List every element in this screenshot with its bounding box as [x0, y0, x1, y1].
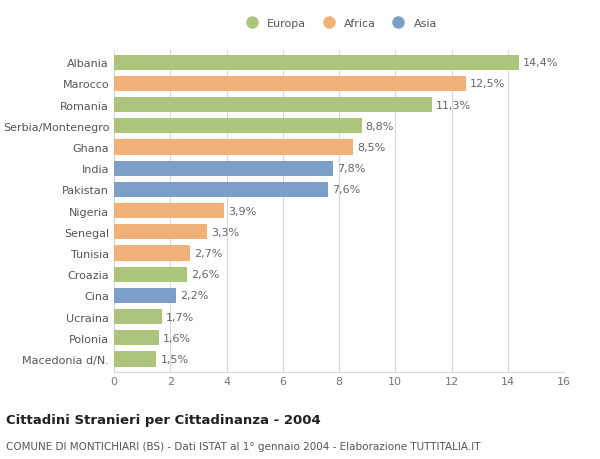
Bar — [114, 140, 353, 155]
Legend: Europa, Africa, Asia: Europa, Africa, Asia — [236, 14, 442, 33]
Bar — [114, 352, 156, 367]
Text: 3,9%: 3,9% — [228, 206, 256, 216]
Bar — [114, 203, 224, 219]
Text: 11,3%: 11,3% — [436, 101, 471, 111]
Bar — [114, 309, 162, 325]
Text: 1,6%: 1,6% — [163, 333, 191, 343]
Bar — [114, 161, 334, 176]
Text: 7,6%: 7,6% — [332, 185, 360, 195]
Text: 1,7%: 1,7% — [166, 312, 194, 322]
Text: 2,2%: 2,2% — [180, 291, 208, 301]
Bar — [114, 224, 207, 240]
Text: 1,5%: 1,5% — [160, 354, 188, 364]
Text: 8,8%: 8,8% — [366, 122, 394, 132]
Bar — [114, 330, 159, 346]
Text: Cittadini Stranieri per Cittadinanza - 2004: Cittadini Stranieri per Cittadinanza - 2… — [6, 413, 321, 426]
Bar — [114, 288, 176, 303]
Bar — [114, 246, 190, 261]
Text: COMUNE DI MONTICHIARI (BS) - Dati ISTAT al 1° gennaio 2004 - Elaborazione TUTTIT: COMUNE DI MONTICHIARI (BS) - Dati ISTAT … — [6, 441, 481, 451]
Bar — [114, 119, 361, 134]
Text: 14,4%: 14,4% — [523, 58, 559, 68]
Text: 3,3%: 3,3% — [211, 227, 239, 237]
Text: 7,8%: 7,8% — [338, 164, 366, 174]
Text: 8,5%: 8,5% — [357, 143, 386, 153]
Text: 2,6%: 2,6% — [191, 269, 220, 280]
Bar — [114, 182, 328, 198]
Text: 12,5%: 12,5% — [470, 79, 505, 90]
Bar — [114, 267, 187, 282]
Bar — [114, 77, 466, 92]
Text: 2,7%: 2,7% — [194, 248, 223, 258]
Bar — [114, 98, 432, 113]
Bar — [114, 56, 519, 71]
